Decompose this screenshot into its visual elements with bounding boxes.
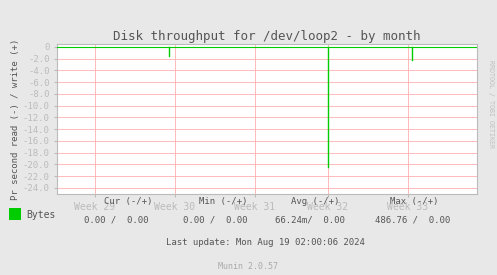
Text: Cur (-/+): Cur (-/+) [104, 197, 153, 207]
Text: RRDTOOL / TOBI OETIKER: RRDTOOL / TOBI OETIKER [488, 60, 494, 148]
Text: 0.00 /  0.00: 0.00 / 0.00 [84, 215, 149, 224]
Text: Bytes: Bytes [26, 210, 55, 220]
Text: 486.76 /  0.00: 486.76 / 0.00 [375, 215, 450, 224]
Text: Avg (-/+): Avg (-/+) [291, 197, 339, 207]
Text: Last update: Mon Aug 19 02:00:06 2024: Last update: Mon Aug 19 02:00:06 2024 [166, 238, 365, 247]
Text: Munin 2.0.57: Munin 2.0.57 [219, 262, 278, 271]
Text: Max (-/+): Max (-/+) [390, 197, 438, 207]
Text: 0.00 /  0.00: 0.00 / 0.00 [183, 215, 248, 224]
Text: Min (-/+): Min (-/+) [199, 197, 247, 207]
Bar [9, 208, 21, 220]
Text: 66.24m/  0.00: 66.24m/ 0.00 [275, 215, 345, 224]
Y-axis label: Pr second read (-) / write (+): Pr second read (-) / write (+) [11, 38, 20, 200]
Title: Disk throughput for /dev/loop2 - by month: Disk throughput for /dev/loop2 - by mont… [113, 30, 421, 43]
